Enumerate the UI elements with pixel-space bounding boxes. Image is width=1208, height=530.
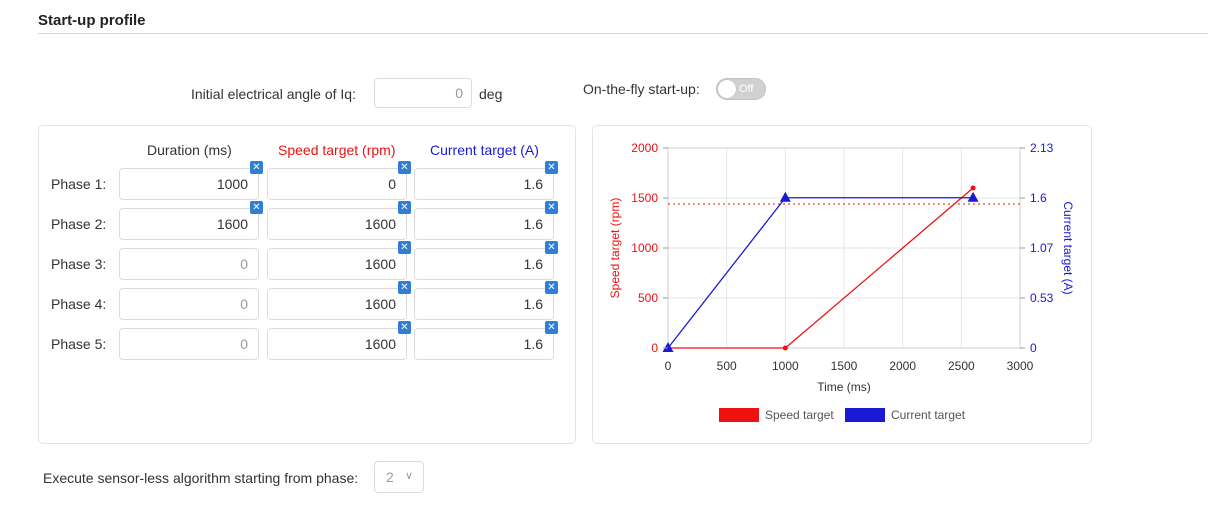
on-the-fly-label: On-the-fly start-up: — [583, 81, 700, 97]
clear-icon[interactable]: ✕ — [545, 281, 558, 294]
phase-speed-input[interactable] — [267, 288, 407, 320]
section-title: Start-up profile — [38, 12, 146, 29]
toggle-state-text: Off — [739, 83, 754, 95]
clear-icon[interactable]: ✕ — [545, 201, 558, 214]
phase-current-input[interactable] — [414, 208, 554, 240]
phase-current-input[interactable] — [414, 168, 554, 200]
clear-icon[interactable]: ✕ — [398, 161, 411, 174]
phase-current-input[interactable] — [414, 328, 554, 360]
phase-label: Phase 3: — [51, 256, 107, 272]
current-target-header: Current target (A) — [430, 142, 539, 158]
phase-duration-input[interactable] — [119, 288, 259, 320]
sensorless-phase-value: 2 — [386, 469, 394, 485]
clear-icon[interactable]: ✕ — [545, 241, 558, 254]
duration-header: Duration (ms) — [147, 142, 232, 158]
phase-label: Phase 4: — [51, 296, 107, 312]
phase-label: Phase 5: — [51, 336, 107, 352]
phase-label: Phase 2: — [51, 216, 107, 232]
phase-duration-input[interactable] — [119, 208, 259, 240]
section-divider — [38, 33, 1208, 34]
chevron-down-icon: ∨ — [405, 470, 414, 482]
sensorless-label: Execute sensor-less algorithm starting f… — [43, 470, 359, 486]
clear-icon[interactable]: ✕ — [250, 161, 263, 174]
phase-speed-input[interactable] — [267, 208, 407, 240]
on-the-fly-toggle[interactable]: Off — [716, 78, 766, 100]
clear-icon[interactable]: ✕ — [398, 201, 411, 214]
phase-current-input[interactable] — [414, 248, 554, 280]
clear-icon[interactable]: ✕ — [545, 161, 558, 174]
clear-icon[interactable]: ✕ — [250, 201, 263, 214]
clear-icon[interactable]: ✕ — [545, 321, 558, 334]
phase-current-input[interactable] — [414, 288, 554, 320]
phase-label: Phase 1: — [51, 176, 107, 192]
phase-speed-input[interactable] — [267, 248, 407, 280]
initial-angle-label: Initial electrical angle of Iq: — [191, 86, 356, 102]
toggle-knob — [718, 80, 736, 98]
clear-icon[interactable]: ✕ — [398, 321, 411, 334]
phase-speed-input[interactable] — [267, 328, 407, 360]
initial-angle-unit: deg — [479, 86, 503, 102]
clear-icon[interactable]: ✕ — [398, 281, 411, 294]
phase-duration-input[interactable] — [119, 248, 259, 280]
sensorless-phase-select[interactable]: 2 ∨ — [374, 461, 424, 493]
initial-angle-input[interactable] — [374, 78, 472, 108]
phase-duration-input[interactable] — [119, 168, 259, 200]
speed-target-header: Speed target (rpm) — [278, 142, 396, 158]
phase-duration-input[interactable] — [119, 328, 259, 360]
phase-speed-input[interactable] — [267, 168, 407, 200]
clear-icon[interactable]: ✕ — [398, 241, 411, 254]
chart-panel — [592, 125, 1092, 444]
